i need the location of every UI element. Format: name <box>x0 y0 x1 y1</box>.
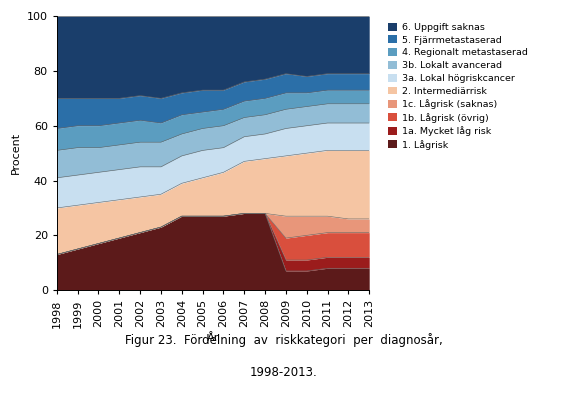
Text: 1998-2013.: 1998-2013. <box>250 366 318 379</box>
Text: Figur 23.  Fördelning  av  riskkategori  per  diagnosår,: Figur 23. Fördelning av riskkategori per… <box>125 332 443 347</box>
Legend: 6. Uppgift saknas, 5. Fjärrmetastaserad, 4. Regionalt metastaserad, 3b. Lokalt a: 6. Uppgift saknas, 5. Fjärrmetastaserad,… <box>386 21 529 152</box>
Y-axis label: Procent: Procent <box>11 132 21 174</box>
X-axis label: År: År <box>207 333 219 343</box>
